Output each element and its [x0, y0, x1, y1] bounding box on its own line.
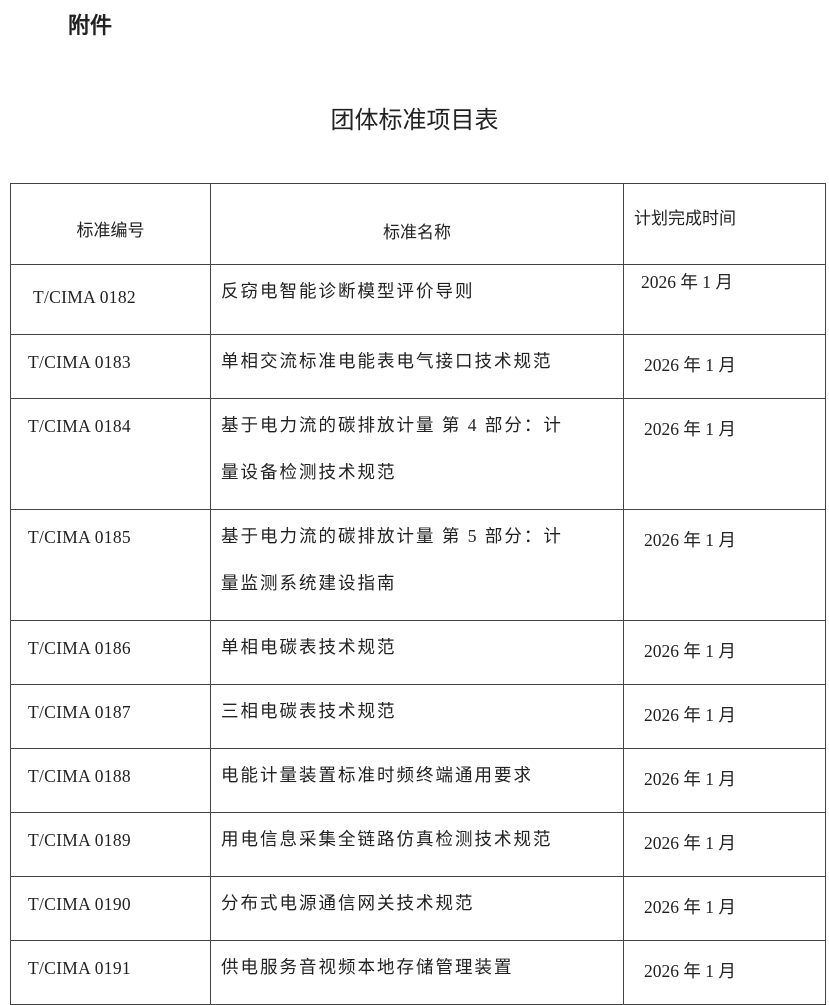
table-row: T/CIMA 0183 单相交流标准电能表电气接口技术规范 2026 年 1 月 — [10, 334, 826, 399]
standard-name-text: 反窃电智能诊断模型评价导则 — [221, 281, 475, 301]
planned-date: 2026 年 1 月 — [623, 398, 826, 510]
planned-date: 2026 年 1 月 — [623, 509, 826, 621]
table-row: T/CIMA 0190 分布式电源通信网关技术规范 2026 年 1 月 — [10, 876, 826, 941]
table-row: T/CIMA 0191 供电服务音视频本地存储管理装置 2026 年 1 月 — [10, 940, 826, 1005]
table-row: T/CIMA 0187 三相电碳表技术规范 2026 年 1 月 — [10, 684, 826, 749]
standard-name: 电能计量装置标准时频终端通用要求 — [210, 748, 624, 813]
standard-name-text: 单相交流标准电能表电气接口技术规范 — [221, 351, 553, 371]
standard-code: T/CIMA 0188 — [10, 748, 211, 813]
table-row: T/CIMA 0189 用电信息采集全链路仿真检测技术规范 2026 年 1 月 — [10, 812, 826, 877]
standard-name-text: 基于电力流的碳排放计量 第 5 部分：计量监测系统建设指南 — [221, 526, 563, 593]
standard-name: 单相交流标准电能表电气接口技术规范 — [210, 334, 624, 399]
standard-name-text: 三相电碳表技术规范 — [221, 701, 397, 721]
planned-date: 2026 年 1 月 — [623, 684, 826, 749]
standard-name: 基于电力流的碳排放计量 第 4 部分：计量设备检测技术规范 — [210, 398, 624, 510]
standard-name: 分布式电源通信网关技术规范 — [210, 876, 624, 941]
table-row: T/CIMA 0188 电能计量装置标准时频终端通用要求 2026 年 1 月 — [10, 748, 826, 813]
table-row: T/CIMA 0182 反窃电智能诊断模型评价导则 2026 年 1 月 — [10, 264, 826, 335]
planned-date: 2026 年 1 月 — [623, 812, 826, 877]
table-row: T/CIMA 0185 基于电力流的碳排放计量 第 5 部分：计量监测系统建设指南… — [10, 509, 826, 621]
standard-code: T/CIMA 0184 — [10, 398, 211, 510]
standard-name-text: 基于电力流的碳排放计量 第 4 部分：计量设备检测技术规范 — [221, 415, 563, 482]
standard-code: T/CIMA 0190 — [10, 876, 211, 941]
standard-name: 用电信息采集全链路仿真检测技术规范 — [210, 812, 624, 877]
table-header-row: 标准编号 标准名称 计划完成时间 — [10, 183, 826, 265]
attachment-label: 附件 — [68, 14, 113, 39]
standard-code: T/CIMA 0186 — [10, 620, 211, 685]
standard-code: T/CIMA 0187 — [10, 684, 211, 749]
planned-date: 2026 年 1 月 — [623, 620, 826, 685]
table-row: T/CIMA 0184 基于电力流的碳排放计量 第 4 部分：计量设备检测技术规范… — [10, 398, 826, 510]
header-name: 标准名称 — [210, 183, 624, 265]
standard-code: T/CIMA 0185 — [10, 509, 211, 621]
planned-date: 2026 年 1 月 — [623, 940, 826, 1005]
standard-name-text: 电能计量装置标准时频终端通用要求 — [221, 765, 533, 785]
standard-code: T/CIMA 0183 — [10, 334, 211, 399]
header-date: 计划完成时间 — [623, 183, 826, 265]
standard-name-text: 用电信息采集全链路仿真检测技术规范 — [221, 829, 553, 849]
planned-date: 2026 年 1 月 — [623, 876, 826, 941]
standard-code: T/CIMA 0189 — [10, 812, 211, 877]
standard-code: T/CIMA 0182 — [10, 264, 211, 335]
standard-name-text: 单相电碳表技术规范 — [221, 637, 397, 657]
standard-name: 三相电碳表技术规范 — [210, 684, 624, 749]
standard-name: 反窃电智能诊断模型评价导则 — [210, 264, 624, 335]
planned-date: 2026 年 1 月 — [623, 264, 826, 335]
standard-name: 供电服务音视频本地存储管理装置 — [210, 940, 624, 1005]
planned-date: 2026 年 1 月 — [623, 748, 826, 813]
standard-name-text: 供电服务音视频本地存储管理装置 — [221, 957, 514, 977]
table-row: T/CIMA 0186 单相电碳表技术规范 2026 年 1 月 — [10, 620, 826, 685]
header-code: 标准编号 — [10, 183, 211, 265]
standard-name: 单相电碳表技术规范 — [210, 620, 624, 685]
standard-code: T/CIMA 0191 — [10, 940, 211, 1005]
standard-name: 基于电力流的碳排放计量 第 5 部分：计量监测系统建设指南 — [210, 509, 624, 621]
page-title: 团体标准项目表 — [330, 106, 499, 134]
standards-table: 标准编号 标准名称 计划完成时间 T/CIMA 0182 反窃电智能诊断模型评价导… — [10, 183, 826, 1005]
planned-date: 2026 年 1 月 — [623, 334, 826, 399]
standard-name-text: 分布式电源通信网关技术规范 — [221, 893, 475, 913]
